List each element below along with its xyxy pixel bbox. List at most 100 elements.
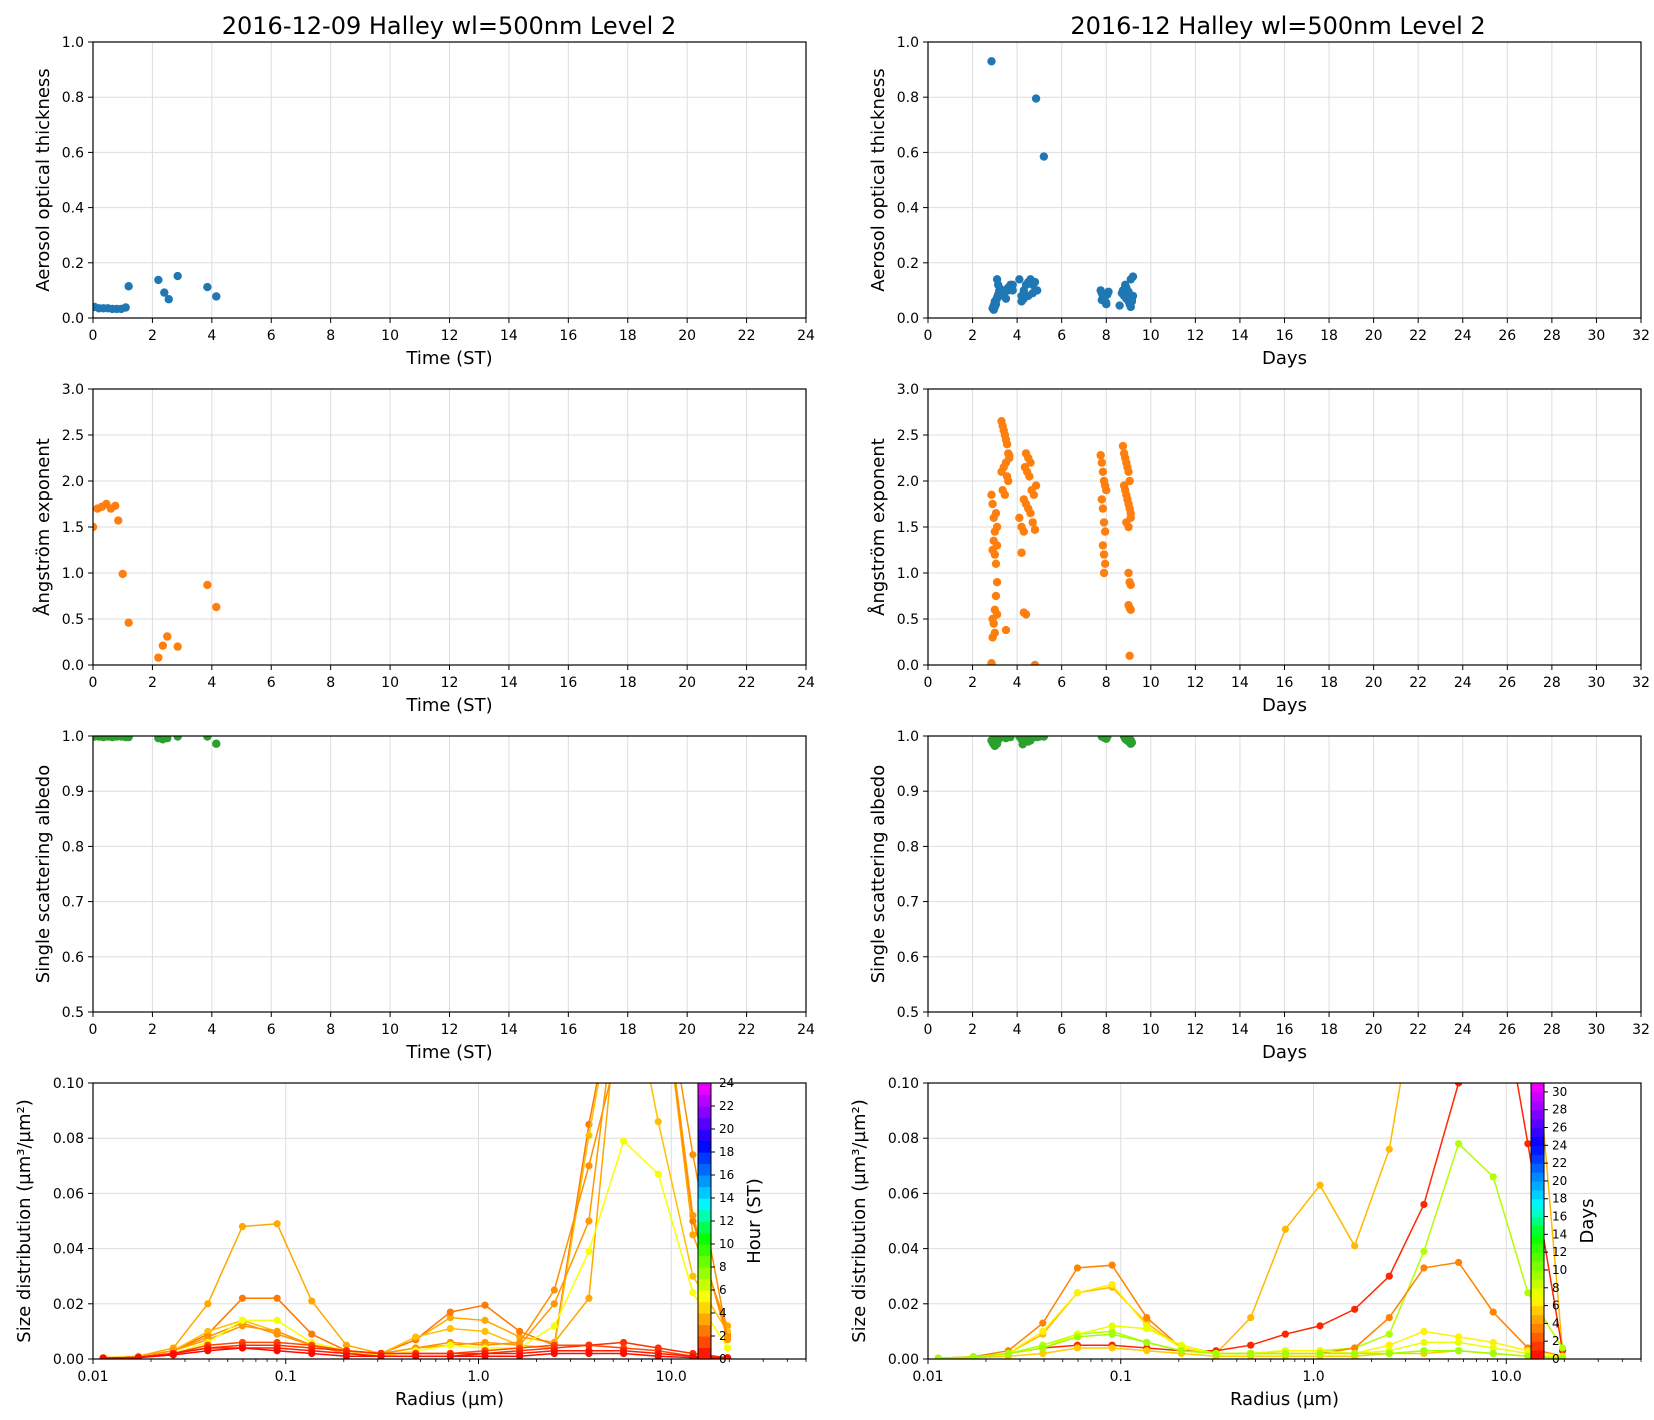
x-tick-label: 10 (1142, 328, 1160, 344)
x-tick-label: 32 (1632, 328, 1650, 344)
colorbar-segment (1531, 1180, 1544, 1191)
data-point (1024, 737, 1033, 746)
data-point (1039, 1327, 1047, 1335)
x-tick-label: 20 (1365, 675, 1383, 691)
data-point (273, 1220, 281, 1228)
x-tick-label: 28 (1543, 328, 1561, 344)
data-point (1017, 548, 1026, 557)
data-point (585, 1247, 593, 1255)
x-tick-label: 28 (1543, 1022, 1561, 1038)
data-point (654, 1170, 662, 1178)
x-tick-label: 28 (1543, 675, 1561, 691)
x-tick-label: 22 (738, 675, 756, 691)
colorbar-tick-label: 12 (1552, 1245, 1567, 1259)
x-tick-label: 6 (1057, 328, 1066, 344)
x-tick-label: 18 (1320, 328, 1338, 344)
data-point (550, 1322, 558, 1330)
y-tick-label: 0.06 (888, 1186, 919, 1202)
data-point (655, 941, 662, 948)
data-point (1490, 941, 1497, 948)
colorbar-segment (1531, 1083, 1544, 1093)
data-point (1030, 525, 1040, 534)
panel-size-monthly: 0.01 0.1 1.0 10.0 0.00 0.02 0.04 0.06 0.08 0.10 Ra… (849, 941, 1642, 1410)
data-point (238, 1344, 247, 1352)
colorbar-segment (1531, 1314, 1544, 1324)
data-point (1177, 1341, 1186, 1349)
data-point (655, 941, 662, 948)
data-point (203, 282, 212, 292)
data-point (1108, 1330, 1116, 1338)
x-tick-label: 4 (207, 328, 216, 344)
data-point (654, 1344, 662, 1352)
series-line (938, 1083, 1564, 1359)
data-point (1316, 1349, 1324, 1358)
data-point (585, 1217, 593, 1225)
data-point (1031, 94, 1041, 103)
data-point (212, 292, 221, 301)
colorbar-tick-label: 6 (719, 1283, 727, 1297)
x-tick-label: 1.0 (1302, 1369, 1324, 1385)
data-point (988, 499, 997, 509)
x-tick-label: 18 (619, 328, 637, 344)
data-point (550, 1300, 558, 1308)
x-tick-label: 2 (968, 675, 977, 691)
data-point (1039, 736, 1049, 741)
colorbar-tick-label: 14 (1552, 1227, 1567, 1241)
data-point (516, 1327, 524, 1335)
data-point (1558, 1354, 1567, 1359)
data-point (1031, 481, 1041, 490)
data-point (1025, 472, 1034, 481)
x-tick-label: 10 (381, 328, 399, 344)
x-axis-label: Radius (µm) (395, 1389, 504, 1410)
y-axis-label: Ångström exponent (32, 438, 54, 616)
data-point (1454, 1083, 1463, 1087)
colorbar-segment (698, 1106, 711, 1119)
data-point (1098, 504, 1108, 513)
data-point (1028, 518, 1037, 527)
data-point (1001, 625, 1011, 635)
colorbar-segment (698, 1083, 711, 1096)
data-point (1073, 1344, 1082, 1352)
data-point (1108, 1344, 1116, 1352)
x-tick-label: 0.1 (275, 1369, 297, 1385)
data-point (1124, 568, 1133, 578)
x-tick-label: 20 (678, 328, 696, 344)
data-point (118, 569, 127, 579)
data-point (173, 271, 182, 281)
y-tick-label: 3.0 (897, 382, 919, 398)
data-point (1124, 522, 1133, 532)
x-tick-label: 0 (924, 675, 933, 691)
data-point (1385, 1272, 1393, 1280)
data-point (1019, 527, 1029, 536)
data-point (308, 1349, 316, 1358)
colorbar-tick-label: 18 (719, 1145, 734, 1159)
data-point (121, 303, 130, 312)
data-point (1102, 298, 1111, 308)
colorbar-tick-label: 4 (719, 1306, 727, 1320)
data-point (377, 1352, 385, 1359)
x-tick-label: 14 (500, 675, 518, 691)
colorbar-segment (1531, 1100, 1544, 1111)
colorbar-tick-label: 18 (1552, 1192, 1567, 1206)
data-point (1108, 1261, 1116, 1269)
colorbar-segment (698, 1209, 711, 1222)
colorbar-tick-label: 12 (719, 1214, 734, 1228)
data-point (1385, 1330, 1393, 1338)
y-tick-label: 2.0 (897, 474, 919, 490)
colorbar-segment (698, 1347, 711, 1360)
data-point (481, 1338, 489, 1347)
panel-ssa-monthly: 0 2 4 6 8 10 12 14 16 18 20 22 24 26 28 30 320.50.60.70.… (868, 729, 1650, 1063)
colorbar-segment (698, 1117, 711, 1130)
data-point (991, 559, 1001, 568)
panel-aot-monthly: 0 2 4 6 8 10 12 14 16 18 20 22 24 26 28 30 320.00.20.40.… (868, 35, 1650, 369)
x-tick-label: 10 (381, 675, 399, 691)
colorbar-segment (1531, 1136, 1544, 1146)
colorbar-segment (1531, 1296, 1544, 1307)
colorbar-segment (1531, 1225, 1544, 1235)
y-tick-label: 0.10 (53, 1076, 84, 1092)
data-point (987, 658, 996, 665)
x-tick-label: 14 (1231, 1022, 1249, 1038)
data-point (990, 550, 1000, 559)
